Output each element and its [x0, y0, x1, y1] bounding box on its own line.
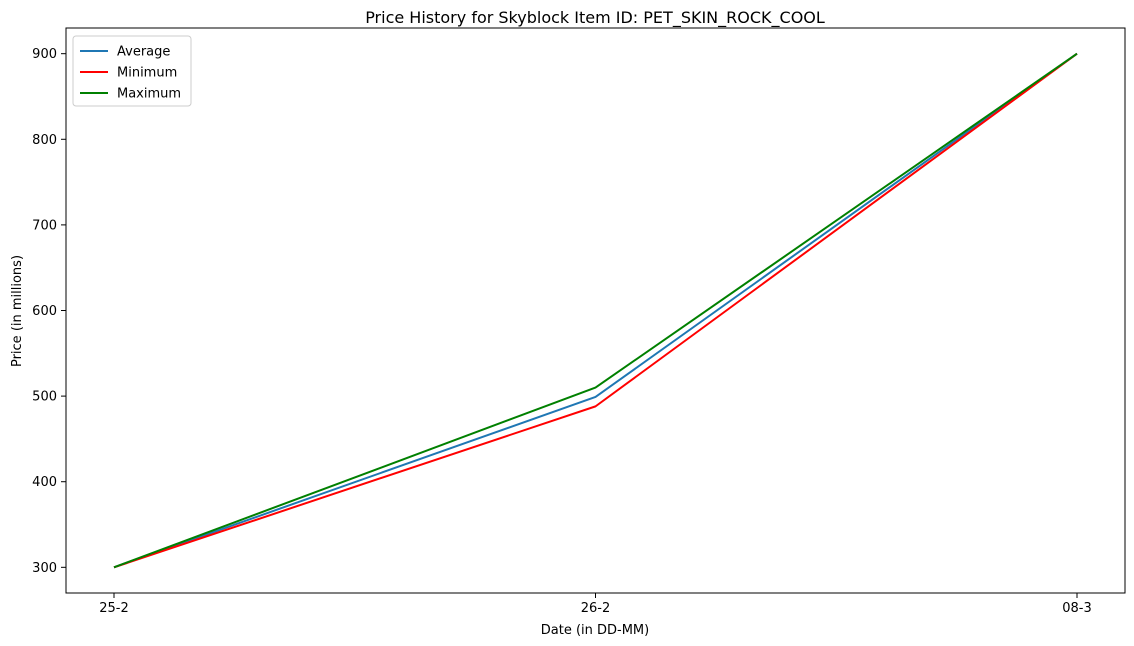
y-axis-ticks: 300 400 500 600 700 800 900 — [32, 47, 66, 576]
legend-box — [72, 35, 192, 107]
y-tick-label: 700 — [32, 218, 57, 233]
chart-legend: Average Minimum Maximum — [72, 35, 192, 107]
legend-label: Average — [117, 45, 170, 60]
series-line-average — [113, 52, 1078, 569]
y-axis-label: Price (in millions) — [10, 255, 25, 367]
series-line-minimum — [113, 52, 1078, 569]
x-tick-label: 25-2 — [99, 601, 129, 616]
y-tick-label: 600 — [32, 304, 57, 319]
y-tick-label: 800 — [32, 133, 57, 148]
legend-label: Maximum — [117, 87, 181, 102]
series-line-maximum — [113, 52, 1078, 569]
y-tick-label: 900 — [32, 47, 57, 62]
y-tick-label: 500 — [32, 390, 57, 405]
x-tick-label: 26-2 — [581, 601, 611, 616]
x-tick-label: 08-3 — [1062, 601, 1092, 616]
series-lines — [113, 52, 1078, 569]
x-axis-ticks: 25-2 26-2 08-3 — [99, 593, 1092, 616]
legend-label: Minimum — [117, 66, 177, 81]
x-axis-label: Date (in DD-MM) — [541, 623, 649, 638]
plot-area-frame — [65, 27, 1126, 594]
chart-title: Price History for Skyblock Item ID: PET_… — [365, 8, 825, 28]
y-tick-label: 300 — [32, 561, 57, 576]
y-tick-label: 400 — [32, 475, 57, 490]
